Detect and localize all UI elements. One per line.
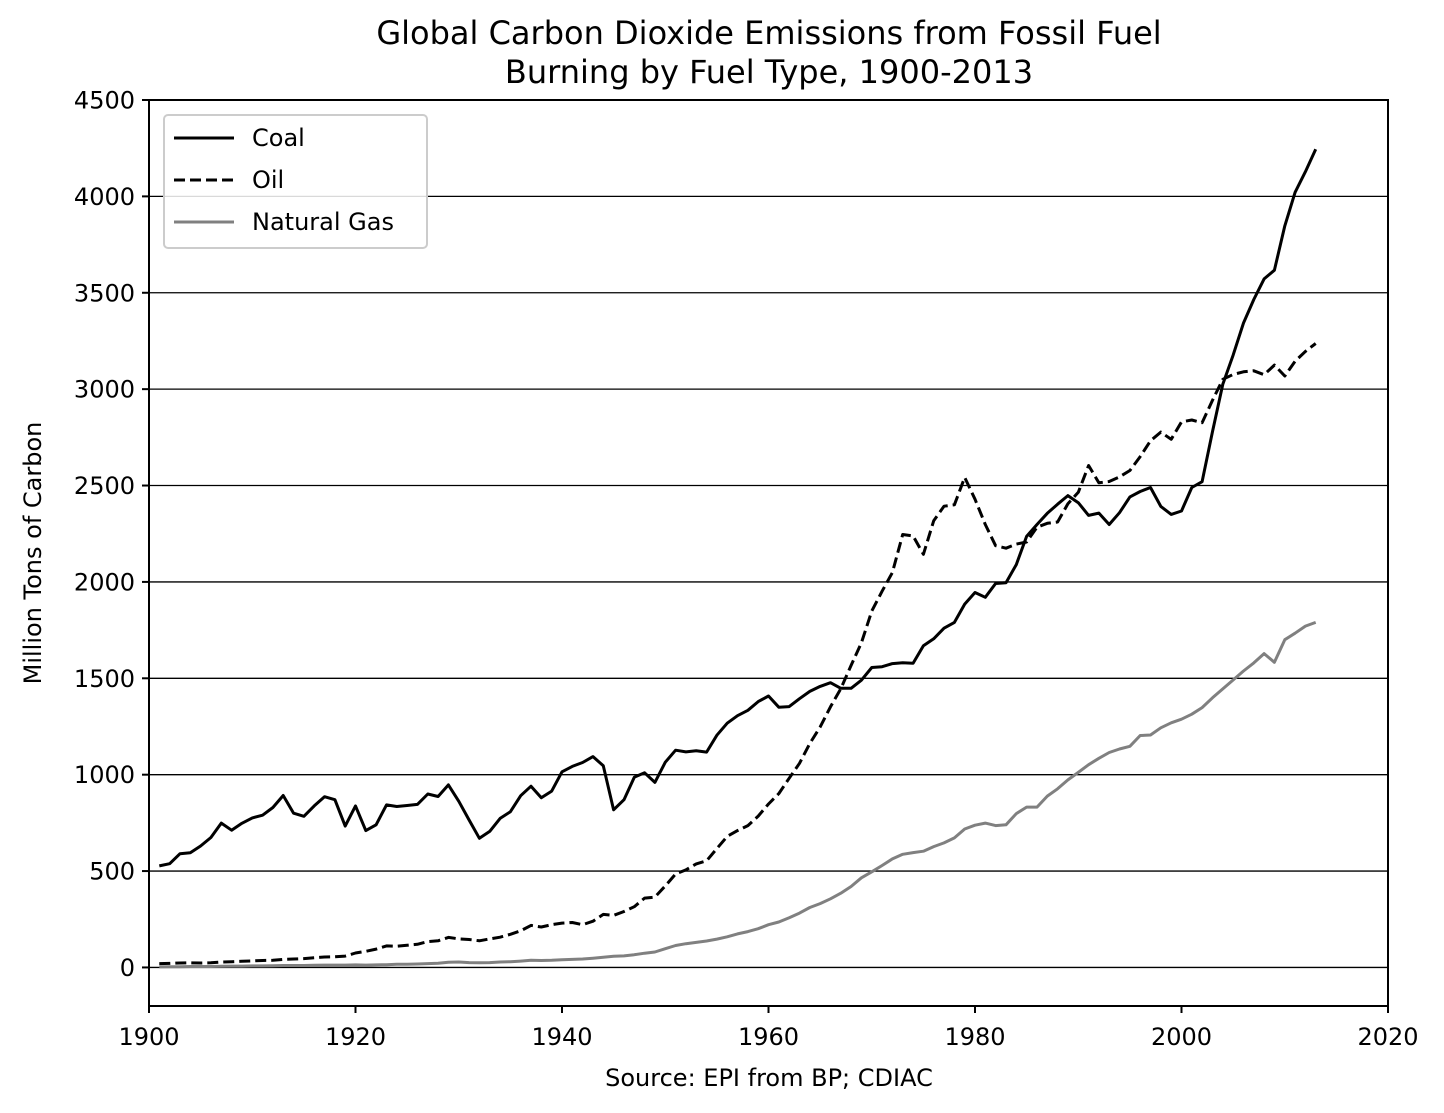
legend: Coal Oil Natural Gas bbox=[163, 114, 428, 249]
series-line-oil bbox=[159, 342, 1317, 966]
x-tick-label: 1980 bbox=[944, 1023, 1005, 1051]
chart-title-line-2: Burning by Fuel Type, 1900-2013 bbox=[505, 53, 1033, 91]
x-tick-label: 1920 bbox=[325, 1023, 386, 1051]
x-tick-label: 1900 bbox=[118, 1023, 179, 1051]
y-tick-label: 4500 bbox=[74, 87, 135, 115]
y-tick-label: 1500 bbox=[74, 665, 135, 693]
y-tick-label: 4000 bbox=[74, 183, 135, 211]
series-line-natural-gas bbox=[159, 620, 1317, 969]
x-tick-label: 2020 bbox=[1357, 1023, 1418, 1051]
series-line-coal bbox=[158, 148, 1318, 868]
legend-label-coal: Coal bbox=[252, 124, 305, 152]
x-axis-label: Source: EPI from BP; CDIAC bbox=[605, 1064, 933, 1092]
y-axis: 0 500 1000 1500 2000 2500 3000 3500 4000 4500 bbox=[74, 87, 149, 982]
y-tick-label: 1000 bbox=[74, 761, 135, 789]
y-tick-label: 0 bbox=[120, 954, 135, 982]
legend-label-oil: Oil bbox=[252, 166, 284, 194]
y-tick-label: 500 bbox=[89, 858, 135, 886]
y-tick-label: 2000 bbox=[74, 568, 135, 596]
x-axis: 1900 1920 1940 1960 1980 2000 2020 bbox=[118, 1006, 1419, 1051]
series-lines bbox=[158, 148, 1318, 969]
x-tick-label: 1940 bbox=[531, 1023, 592, 1051]
y-axis-label: Million Tons of Carbon bbox=[19, 422, 47, 685]
x-tick-label: 2000 bbox=[1151, 1023, 1212, 1051]
legend-box bbox=[163, 114, 428, 249]
y-tick-label: 2500 bbox=[74, 472, 135, 500]
y-tick-label: 3000 bbox=[74, 376, 135, 404]
x-tick-label: 1960 bbox=[738, 1023, 799, 1051]
legend-label-natural-gas: Natural Gas bbox=[252, 208, 394, 236]
y-tick-label: 3500 bbox=[74, 279, 135, 307]
chart-title-line-1: Global Carbon Dioxide Emissions from Fos… bbox=[376, 14, 1161, 52]
